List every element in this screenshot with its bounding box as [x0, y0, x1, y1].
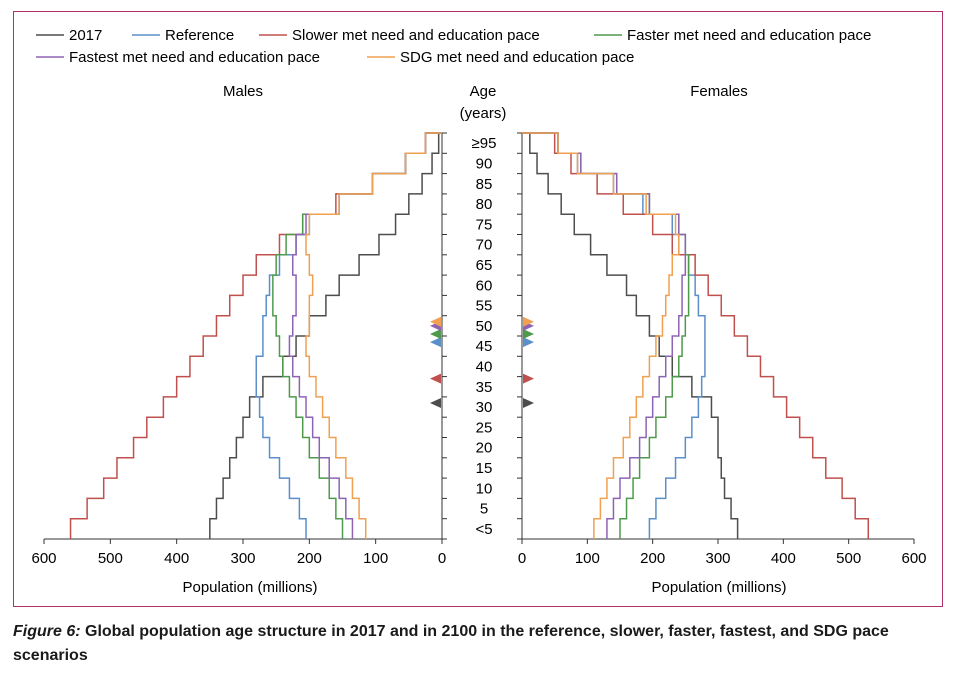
males-x-tick-label: 500: [98, 550, 123, 567]
females-x-tick-label: 600: [901, 550, 926, 567]
age-tick-label: 65: [476, 257, 493, 274]
age-tick-label: 50: [476, 318, 493, 335]
females-line-0: [522, 132, 739, 539]
females-median-marker-2: [523, 373, 534, 384]
legend-label-5: SDG met need and education pace: [400, 49, 634, 66]
males-x-tick-label: 100: [363, 550, 388, 567]
age-tick-label: 90: [476, 155, 493, 172]
females-x-tick-label: 500: [836, 550, 861, 567]
females-median-marker-5: [523, 316, 534, 327]
females-x-axis-label: Population (millions): [651, 579, 786, 596]
age-tick-label: 60: [476, 277, 493, 294]
females-line-5: [522, 132, 680, 539]
age-tick-label: 30: [476, 399, 493, 416]
age-axis-title-line-1: (years): [460, 105, 507, 122]
series-lines: [69, 132, 870, 539]
age-tick-label: 75: [476, 216, 493, 233]
age-tick-label: 25: [476, 419, 493, 436]
age-tick-label: 55: [476, 298, 493, 315]
legend-label-1: Reference: [165, 27, 234, 44]
figure-label: Figure 6:: [13, 623, 81, 640]
median-age-markers: [430, 316, 534, 408]
males-line-2: [69, 132, 442, 539]
figure-caption: Figure 6: Global population age structur…: [13, 620, 948, 668]
females-median-marker-0: [523, 397, 534, 408]
females-median-marker-3: [523, 328, 534, 339]
age-tick-label: 80: [476, 196, 493, 213]
males-x-tick-label: 600: [31, 550, 56, 567]
males-median-marker-5: [430, 316, 441, 327]
age-tick-labels: <5 5 10 15 20 25 30 35 40 45 50 55 60 65 70 75 80 85 90 ≥95: [472, 135, 497, 538]
females-x-tick-label: 0: [518, 550, 526, 567]
legend-label-4: Fastest met need and education pace: [69, 49, 320, 66]
males-x-tick-label: 400: [164, 550, 189, 567]
age-tick-label: 35: [476, 379, 493, 396]
age-tick-label: 45: [476, 338, 493, 355]
males-median-marker-1: [430, 337, 441, 348]
males-median-marker-0: [430, 397, 441, 408]
age-tick-label: 70: [476, 237, 493, 254]
age-tick-label: 20: [476, 440, 493, 457]
females-panel-title: Females: [690, 83, 748, 100]
age-tick-label: 40: [476, 358, 493, 375]
males-line-5: [305, 132, 442, 539]
figure-caption-text: Global population age structure in 2017 …: [13, 623, 889, 664]
males-x-tick-label: 200: [297, 550, 322, 567]
females-x-tick-label: 100: [575, 550, 600, 567]
legend-label-0: 2017: [69, 27, 102, 44]
females-median-marker-1: [523, 337, 534, 348]
age-tick-label: <5: [475, 521, 492, 538]
females-x-tick-label: 200: [640, 550, 665, 567]
age-tick-label: 85: [476, 176, 493, 193]
legend: 2017 Reference Slower met need and educati…: [36, 27, 871, 66]
males-median-marker-3: [430, 328, 441, 339]
age-axis-title: Age (years): [460, 83, 507, 122]
females-x-tick-label: 400: [771, 550, 796, 567]
axes: 600 500 400 300 200 100 0 0 100 200 300 400 500 600: [31, 132, 927, 567]
age-tick-label: 5: [480, 501, 488, 518]
females-x-tick-label: 300: [705, 550, 730, 567]
age-tick-label: 15: [476, 460, 493, 477]
males-median-marker-2: [430, 373, 441, 384]
age-axis-title-line-0: Age: [470, 83, 497, 100]
males-x-tick-label: 0: [438, 550, 446, 567]
males-x-axis-label: Population (millions): [182, 579, 317, 596]
legend-label-2: Slower met need and education pace: [292, 27, 540, 44]
males-x-tick-label: 300: [230, 550, 255, 567]
age-tick-label: ≥95: [472, 135, 497, 152]
legend-label-3: Faster met need and education pace: [627, 27, 871, 44]
age-tick-label: 10: [476, 480, 493, 497]
population-pyramid-chart: 2017 Reference Slower met need and educati…: [31, 27, 927, 596]
males-panel-title: Males: [223, 83, 263, 100]
figure-frame: 2017 Reference Slower met need and educati…: [13, 11, 943, 607]
females-line-2: [522, 132, 870, 539]
